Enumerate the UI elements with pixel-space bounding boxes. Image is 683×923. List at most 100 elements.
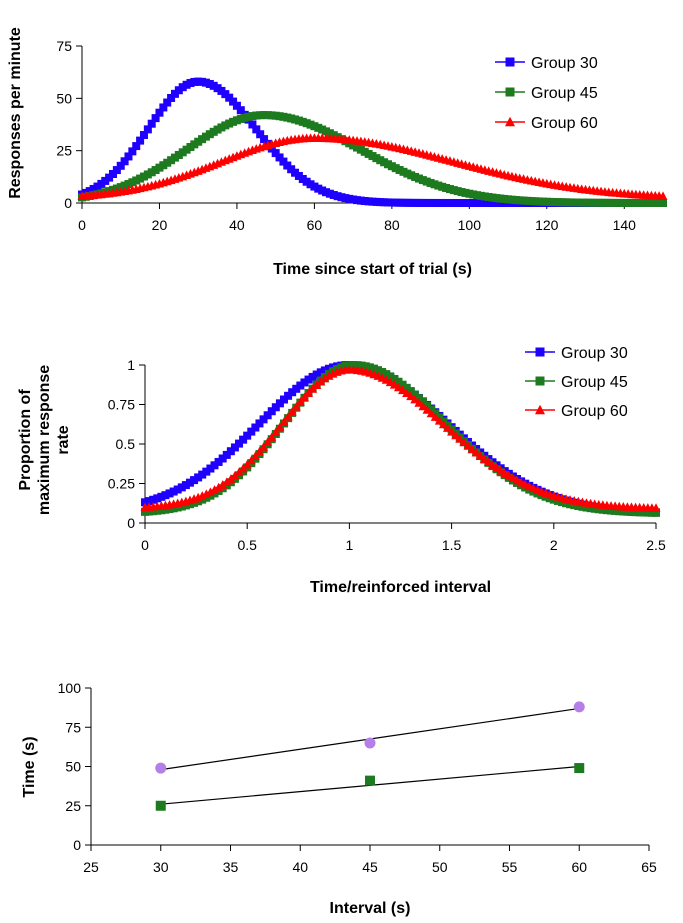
series-group-60 xyxy=(77,133,668,200)
data-point xyxy=(430,412,440,421)
data-point xyxy=(141,498,149,507)
data-point xyxy=(443,423,453,432)
data-point xyxy=(451,430,461,440)
data-point xyxy=(155,800,166,811)
data-point xyxy=(316,368,325,377)
data-point xyxy=(124,152,133,161)
data-point xyxy=(374,366,383,375)
x-tick-label: 2 xyxy=(550,537,558,553)
data-point xyxy=(320,373,330,383)
data-point xyxy=(304,375,313,384)
data-point xyxy=(369,364,378,373)
data-point xyxy=(647,508,656,517)
y-tick-label: 0 xyxy=(73,837,81,853)
x-tick-label: 0.5 xyxy=(237,537,257,553)
data-point xyxy=(145,507,154,516)
data-point xyxy=(222,477,232,486)
data-point xyxy=(235,439,244,448)
data-point xyxy=(410,390,419,399)
legend-item: Group 45 xyxy=(525,374,628,391)
y-tick-label: 25 xyxy=(65,798,81,814)
data-point xyxy=(295,397,305,406)
data-point xyxy=(299,392,309,402)
data-point xyxy=(364,737,376,749)
legend-marker xyxy=(535,404,545,415)
x-tick-label: 65 xyxy=(641,859,657,875)
data-point xyxy=(275,422,285,431)
x-tick-label: 80 xyxy=(384,217,400,233)
y-axis-title: Proportion of maximum response rate xyxy=(17,365,72,515)
legend-marker xyxy=(535,347,545,357)
data-point xyxy=(230,471,240,480)
data-point xyxy=(153,506,162,515)
legend-label: Group 30 xyxy=(531,55,598,72)
x-tick-label: 100 xyxy=(458,217,482,233)
data-point xyxy=(312,380,322,389)
data-point xyxy=(426,408,436,418)
series-group-60 xyxy=(140,364,661,512)
data-point xyxy=(157,492,166,501)
data-point xyxy=(181,481,190,490)
legend-item: Group 60 xyxy=(495,115,598,132)
y-tick-label: 50 xyxy=(65,759,81,775)
data-point xyxy=(141,507,149,516)
data-point xyxy=(308,372,317,381)
data-point xyxy=(361,362,370,371)
data-point xyxy=(459,437,469,447)
data-point xyxy=(455,434,465,443)
x-tick-label: 0 xyxy=(78,217,86,233)
chart-1: 0 25 50 75 0 20 40 60 80 100 120 140 Time since star… xyxy=(7,27,668,278)
data-point xyxy=(402,383,411,392)
data-point xyxy=(316,376,326,386)
data-point xyxy=(394,377,403,386)
data-point xyxy=(275,399,284,408)
chart-2: 0 0.25 0.5 0.75 1 0 0.5 1 1.5 2 2.5 Time/reinforced… xyxy=(17,345,666,596)
legend-marker xyxy=(535,376,545,386)
x-tick-label: 35 xyxy=(223,859,239,875)
data-point xyxy=(406,387,415,396)
data-point xyxy=(159,103,168,112)
data-point xyxy=(218,480,228,489)
series-1 xyxy=(155,701,585,774)
legend-label: Group 60 xyxy=(531,115,598,132)
data-point xyxy=(255,419,264,428)
data-point xyxy=(236,106,245,115)
data-point xyxy=(259,415,268,424)
data-point xyxy=(116,161,125,170)
data-point xyxy=(422,405,432,414)
data-point xyxy=(475,451,485,460)
data-point xyxy=(651,503,661,512)
data-point xyxy=(365,775,375,786)
data-point xyxy=(128,147,137,156)
data-point xyxy=(623,507,632,516)
data-point xyxy=(205,487,215,496)
data-point xyxy=(271,149,280,158)
data-point xyxy=(173,485,182,494)
data-point xyxy=(615,507,624,516)
data-point xyxy=(198,470,207,479)
data-point xyxy=(398,385,408,395)
data-point xyxy=(248,120,257,129)
data-point xyxy=(230,443,239,452)
data-point xyxy=(578,502,587,511)
y-tick-label: 0.75 xyxy=(108,397,135,413)
y-tick-label: 0 xyxy=(127,515,135,531)
data-point xyxy=(349,361,358,369)
data-point xyxy=(598,505,607,514)
data-point xyxy=(256,130,265,139)
x-tick-label: 2.5 xyxy=(646,537,666,553)
y-axis-title: Responses per minute xyxy=(7,27,24,199)
data-point xyxy=(190,476,199,485)
data-point xyxy=(545,494,554,503)
data-point xyxy=(161,491,170,500)
x-tick-label: 50 xyxy=(432,859,448,875)
legend-item: Group 30 xyxy=(495,55,598,72)
data-point xyxy=(155,762,167,774)
data-point xyxy=(590,504,599,513)
data-point xyxy=(271,427,281,436)
y-tick-label: 1 xyxy=(127,357,135,373)
data-point xyxy=(658,191,668,200)
data-point xyxy=(250,451,260,460)
data-point xyxy=(263,437,273,446)
